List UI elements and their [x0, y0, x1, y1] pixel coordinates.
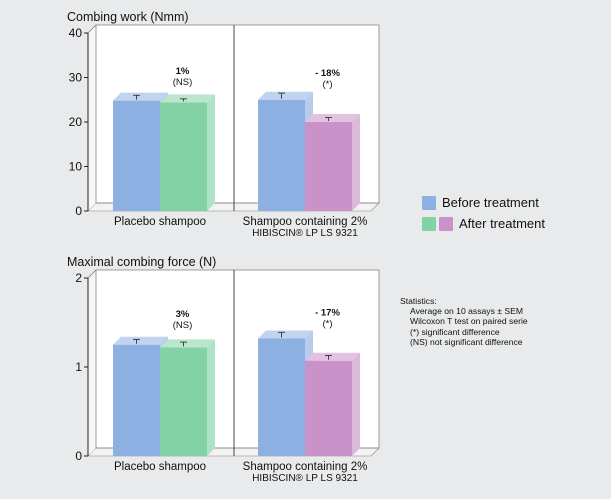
significance-label: 3% [176, 309, 190, 320]
bar [160, 102, 207, 211]
statistics-heading: Statistics: [400, 296, 437, 306]
bar-side [352, 352, 360, 456]
bar [113, 344, 160, 456]
bar [305, 360, 352, 456]
y-tick-label: 0 [75, 449, 82, 463]
statistics-line: (*) significant difference [410, 326, 500, 337]
y-tick-label: 10 [69, 160, 83, 174]
significance-note: (NS) [173, 77, 193, 88]
significance-label: - 18% [315, 68, 340, 79]
legend-swatch-after-treated [439, 216, 453, 231]
significance-label: - 17% [315, 307, 340, 318]
significance-note: (*) [322, 79, 332, 90]
bar [305, 122, 352, 211]
significance-label: 1% [176, 66, 190, 77]
significance-note: (*) [322, 318, 332, 329]
y-tick-label: 2 [75, 271, 82, 285]
legend-item-after: After treatment [422, 213, 545, 234]
statistics-line: (NS) not significant difference [410, 336, 523, 347]
y-tick-label: 0 [75, 204, 82, 218]
y-tick-label: 40 [69, 26, 83, 40]
x-category-label: Shampoo containing 2% [243, 216, 368, 228]
plot-side-wall [88, 25, 96, 211]
bar-top [258, 91, 313, 100]
bar [258, 99, 305, 211]
bar [258, 338, 305, 456]
legend-item-before: Before treatment [422, 192, 545, 213]
plot-frame-edge [87, 269, 97, 279]
x-category-label: Placebo shampoo [114, 461, 206, 473]
statistics-note: Statistics: Average on 10 assays ± SEM W… [400, 296, 528, 347]
x-category-label: HIBISCIN® LP LS 9321 [252, 228, 358, 239]
bar-side [207, 339, 215, 456]
chart-1: Combing work (Nmm) 0 10 20 30 40 1%(NS) Placebo… [67, 10, 380, 239]
legend-label-after: After treatment [459, 216, 545, 231]
bar-side [207, 94, 215, 211]
plot-frame-edge [87, 24, 97, 34]
plot-frame [95, 269, 380, 449]
bar-top [113, 92, 168, 101]
x-category-label: HIBISCIN® LP LS 9321 [252, 473, 358, 484]
bar-top [305, 352, 360, 361]
plot-side-wall [88, 270, 96, 456]
bar-side [352, 114, 360, 211]
legend-swatch-before [422, 195, 436, 210]
bar-top [258, 330, 313, 339]
legend: Before treatment After treatment [422, 192, 545, 234]
legend-swatch-after-placebo [422, 216, 436, 231]
y-tick-label: 30 [69, 71, 83, 85]
y-tick-label: 1 [75, 360, 82, 374]
bar [113, 100, 160, 211]
statistics-line: Average on 10 assays ± SEM [410, 306, 523, 317]
x-category-label: Placebo shampoo [114, 216, 206, 228]
chart-2: Maximal combing force (N) 0 1 2 3%(NS) Placeb… [67, 255, 380, 484]
chart-title: Maximal combing force (N) [67, 255, 216, 269]
bar-top [160, 94, 215, 103]
statistics-line: Wilcoxon T test on paired serie [410, 316, 528, 327]
significance-note: (NS) [173, 320, 193, 331]
x-category-label: Shampoo containing 2% [243, 461, 368, 473]
legend-label-before: Before treatment [442, 195, 539, 210]
bar [160, 347, 207, 456]
y-tick-label: 20 [69, 115, 83, 129]
plot-frame [95, 24, 380, 204]
bar-top [113, 336, 168, 345]
chart-title: Combing work (Nmm) [67, 10, 189, 24]
bar-top [305, 114, 360, 122]
bar-top [160, 339, 215, 348]
